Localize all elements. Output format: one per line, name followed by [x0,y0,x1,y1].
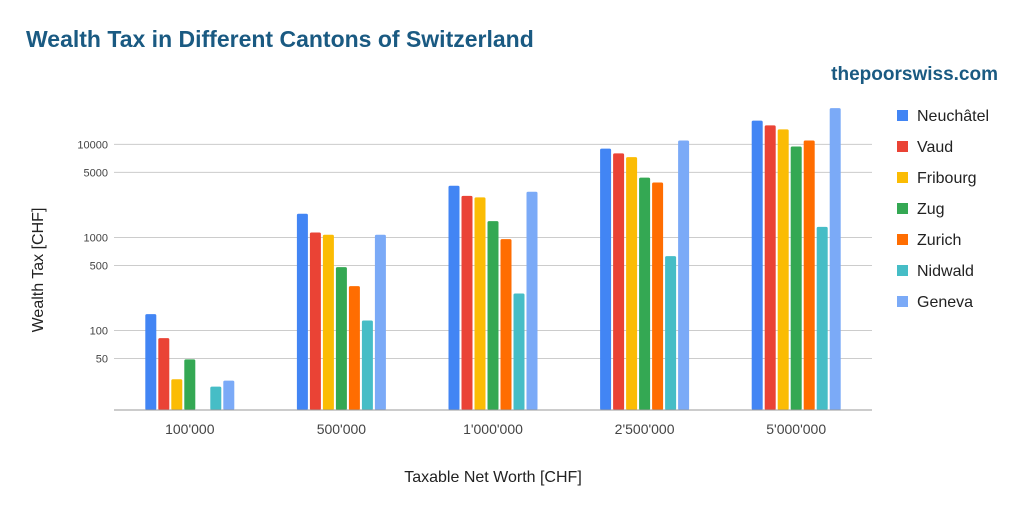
legend-swatch [897,203,908,214]
brand-watermark: thepoorswiss.com [831,64,998,85]
bar [526,191,538,410]
x-axis-title: Taxable Net Worth [CHF] [404,469,582,486]
legend-label: Zurich [917,232,961,249]
y-tick-label: 100 [90,326,108,338]
bar [348,286,360,410]
legend-label: Neuchâtel [917,108,989,125]
bar [665,256,677,410]
legend-swatch [897,172,908,183]
bar [626,157,638,410]
bar [448,185,460,410]
y-tick-label: 1000 [84,232,108,244]
bar [751,120,763,411]
bars [145,108,841,411]
bar [803,140,815,411]
bar [613,153,625,410]
bar [487,221,499,410]
y-tick-label: 5000 [84,167,108,179]
y-axis-ticks: 50 100 500 1000 5000 10000 [77,139,108,365]
bar [210,386,222,410]
legend-label: Vaud [917,139,953,156]
bar [296,213,308,410]
y-axis-title: Wealth Tax [CHF] [30,208,47,333]
x-tick-label: 100'000 [165,421,215,437]
chart-title: Wealth Tax in Different Cantons of Switz… [26,26,534,52]
bar [335,267,347,410]
y-tick-label: 10000 [77,139,108,151]
legend-swatch [897,265,908,276]
x-tick-label: 2'500'000 [615,421,675,437]
y-tick-label: 50 [96,354,108,366]
bar [322,234,334,410]
x-tick-label: 500'000 [317,421,367,437]
legend-swatch [897,110,908,121]
bar [790,146,802,410]
legend-label: Geneva [917,294,973,311]
bar [474,197,486,410]
bar [652,182,664,410]
bar [678,140,690,411]
bar [639,177,651,410]
bar [309,232,321,410]
x-axis-categories: 100'000 500'000 1'000'000 2'500'000 5'000'00… [165,421,826,437]
bar [171,379,183,410]
bar [777,129,789,410]
legend-label: Zug [917,201,945,218]
bar [223,380,235,410]
x-tick-label: 5'000'000 [766,421,826,437]
bar [816,226,828,410]
legend: Neuchâtel Vaud Fribourg Zug Zurich Nidwald Gen… [897,108,989,311]
legend-swatch [897,234,908,245]
legend-swatch [897,141,908,152]
bar [829,108,841,410]
legend-label: Nidwald [917,263,974,280]
bar [361,320,373,410]
bar [513,293,525,410]
bar [145,314,157,410]
bar [764,125,776,410]
legend-label: Fribourg [917,170,977,187]
bar [158,338,170,410]
bar [184,359,196,410]
legend-swatch [897,296,908,307]
bar [374,234,386,410]
y-tick-label: 500 [90,260,108,272]
x-tick-label: 1'000'000 [463,421,523,437]
bar [461,195,473,410]
bar [600,148,612,411]
bar [500,239,512,410]
